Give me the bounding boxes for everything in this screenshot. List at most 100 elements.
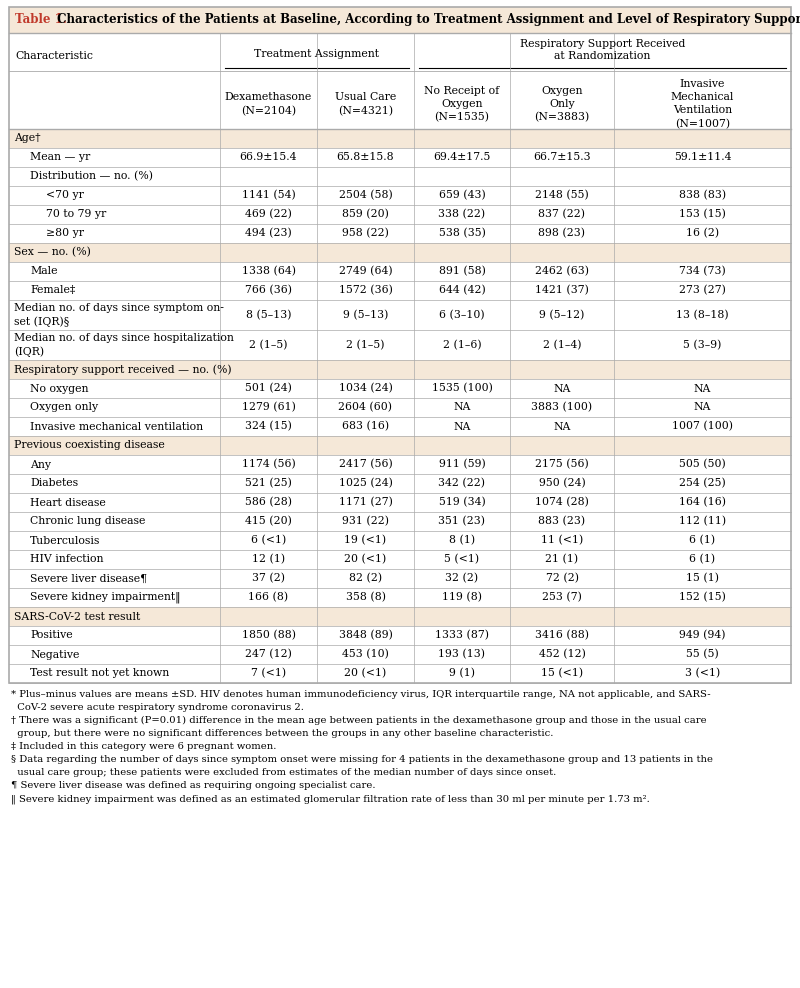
Text: 5 (<1): 5 (<1) — [445, 554, 479, 565]
Text: Dexamethasone
(N=2104): Dexamethasone (N=2104) — [225, 92, 312, 116]
Bar — [9, 455, 791, 474]
Text: 166 (8): 166 (8) — [249, 593, 289, 603]
Text: 734 (73): 734 (73) — [679, 267, 726, 277]
Text: 66.9±15.4: 66.9±15.4 — [240, 152, 298, 162]
Text: 55 (5): 55 (5) — [686, 649, 719, 660]
Text: Treatment Assignment: Treatment Assignment — [254, 49, 379, 59]
Text: 342 (22): 342 (22) — [438, 478, 486, 489]
Text: Mean — yr: Mean — yr — [30, 152, 90, 162]
Bar — [9, 512, 791, 531]
Text: Severe liver disease¶: Severe liver disease¶ — [30, 573, 147, 584]
Text: 152 (15): 152 (15) — [679, 593, 726, 603]
Text: Test result not yet known: Test result not yet known — [30, 669, 170, 679]
Text: 70 to 79 yr: 70 to 79 yr — [46, 209, 106, 219]
Text: ¶ Severe liver disease was defined as requiring ongoing specialist care.: ¶ Severe liver disease was defined as re… — [11, 781, 375, 790]
Text: 32 (2): 32 (2) — [446, 573, 478, 584]
Bar — [9, 664, 791, 683]
Bar — [9, 243, 791, 262]
Text: 65.8±15.8: 65.8±15.8 — [337, 152, 394, 162]
Text: 494 (23): 494 (23) — [245, 228, 292, 239]
Bar — [9, 474, 791, 493]
Text: 9 (5–12): 9 (5–12) — [539, 310, 585, 320]
Text: No Receipt of
Oxygen
(N=1535): No Receipt of Oxygen (N=1535) — [424, 86, 500, 123]
Bar — [9, 300, 791, 330]
Text: 8 (1): 8 (1) — [449, 535, 475, 545]
Text: † There was a significant (P=0.01) difference in the mean age between patients i: † There was a significant (P=0.01) diffe… — [11, 716, 706, 725]
Text: 273 (27): 273 (27) — [679, 286, 726, 295]
Text: 324 (15): 324 (15) — [245, 421, 292, 432]
Text: 112 (11): 112 (11) — [679, 517, 726, 527]
Text: 415 (20): 415 (20) — [245, 517, 292, 527]
Text: Oxygen only: Oxygen only — [30, 402, 98, 413]
Text: 1034 (24): 1034 (24) — [338, 383, 393, 393]
Text: 3416 (88): 3416 (88) — [535, 630, 589, 640]
Text: 1333 (87): 1333 (87) — [435, 630, 489, 640]
Text: 838 (83): 838 (83) — [679, 191, 726, 201]
Text: Table 1.: Table 1. — [15, 14, 67, 27]
Text: 21 (1): 21 (1) — [546, 554, 578, 565]
Text: 891 (58): 891 (58) — [438, 267, 486, 277]
Text: 931 (22): 931 (22) — [342, 517, 389, 527]
Bar — [9, 645, 791, 664]
Text: 3 (<1): 3 (<1) — [685, 668, 720, 679]
Text: Respiratory Support Received
at Randomization: Respiratory Support Received at Randomiz… — [520, 39, 685, 61]
Bar — [9, 7, 791, 683]
Text: Diabetes: Diabetes — [30, 478, 78, 488]
Text: Median no. of days since symptom on-
set (IQR)§: Median no. of days since symptom on- set… — [14, 303, 224, 327]
Text: 6 (1): 6 (1) — [690, 554, 715, 565]
Text: 2604 (60): 2604 (60) — [338, 402, 393, 413]
Text: Distribution — no. (%): Distribution — no. (%) — [30, 171, 153, 182]
Text: Characteristics of the Patients at Baseline, According to Treatment Assignment a: Characteristics of the Patients at Basel… — [53, 14, 800, 27]
Text: NA: NA — [554, 422, 570, 432]
Text: Male: Male — [30, 267, 58, 277]
Bar — [9, 186, 791, 205]
Bar — [9, 436, 791, 455]
Text: * Plus–minus values are means ±SD. HIV denotes human immunodeficiency virus, IQR: * Plus–minus values are means ±SD. HIV d… — [11, 690, 710, 699]
Text: 1535 (100): 1535 (100) — [431, 383, 493, 393]
Text: 254 (25): 254 (25) — [679, 478, 726, 489]
Text: 950 (24): 950 (24) — [538, 478, 586, 489]
Text: 3883 (100): 3883 (100) — [531, 402, 593, 413]
Text: 883 (23): 883 (23) — [538, 517, 586, 527]
Text: Female‡: Female‡ — [30, 286, 75, 295]
Text: No oxygen: No oxygen — [30, 383, 89, 393]
Text: 521 (25): 521 (25) — [245, 478, 292, 489]
Text: Any: Any — [30, 459, 51, 469]
Text: 6 (3–10): 6 (3–10) — [439, 310, 485, 320]
Text: 837 (22): 837 (22) — [538, 209, 586, 219]
Text: 469 (22): 469 (22) — [245, 209, 292, 219]
Text: 8 (5–13): 8 (5–13) — [246, 310, 291, 320]
Bar — [9, 398, 791, 417]
Text: 358 (8): 358 (8) — [346, 593, 386, 603]
Bar — [9, 360, 791, 379]
Text: 683 (16): 683 (16) — [342, 421, 389, 432]
Text: 6 (<1): 6 (<1) — [251, 535, 286, 545]
Text: group, but there were no significant differences between the groups in any other: group, but there were no significant dif… — [11, 729, 554, 738]
Text: 72 (2): 72 (2) — [546, 573, 578, 584]
Text: 20 (<1): 20 (<1) — [344, 554, 386, 565]
Bar — [9, 148, 791, 167]
Text: 247 (12): 247 (12) — [245, 649, 292, 660]
Text: 1141 (54): 1141 (54) — [242, 191, 295, 201]
Text: 519 (34): 519 (34) — [438, 497, 486, 508]
Text: 2749 (64): 2749 (64) — [338, 267, 392, 277]
Text: 6 (1): 6 (1) — [690, 535, 715, 545]
Bar — [9, 550, 791, 569]
Text: 1074 (28): 1074 (28) — [535, 497, 589, 508]
Text: Severe kidney impairment‖: Severe kidney impairment‖ — [30, 592, 181, 604]
Text: Median no. of days since hospitalization
(IQR): Median no. of days since hospitalization… — [14, 333, 234, 357]
Text: NA: NA — [694, 383, 711, 393]
Text: 9 (5–13): 9 (5–13) — [343, 310, 388, 320]
Text: 949 (94): 949 (94) — [679, 630, 726, 640]
Text: NA: NA — [454, 422, 470, 432]
Bar — [9, 417, 791, 436]
Text: 1338 (64): 1338 (64) — [242, 267, 295, 277]
Text: Sex — no. (%): Sex — no. (%) — [14, 247, 91, 258]
Text: 501 (24): 501 (24) — [245, 383, 292, 393]
Text: 2504 (58): 2504 (58) — [338, 191, 392, 201]
Bar — [9, 330, 791, 360]
Text: 644 (42): 644 (42) — [438, 286, 486, 295]
Bar — [9, 224, 791, 243]
Bar — [9, 262, 791, 281]
Text: 11 (<1): 11 (<1) — [541, 535, 583, 545]
